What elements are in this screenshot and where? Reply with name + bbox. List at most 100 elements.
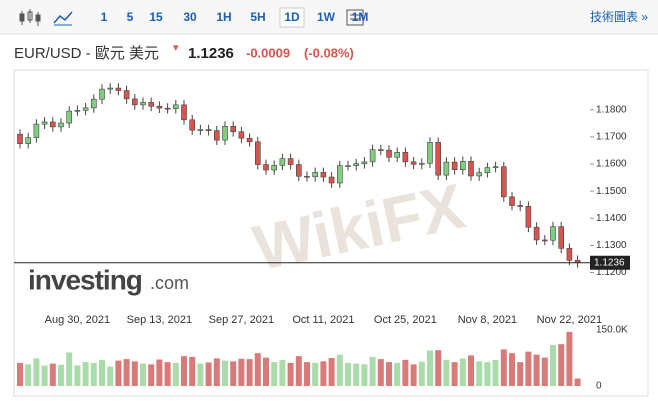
candle-body bbox=[328, 176, 335, 184]
active-interval bbox=[279, 7, 305, 28]
candle-body bbox=[255, 141, 261, 165]
candle-body bbox=[173, 104, 179, 109]
volume-bar bbox=[402, 359, 409, 386]
x-tick-label: Nov 8, 2021 bbox=[458, 314, 517, 326]
volume-bar bbox=[41, 365, 48, 386]
logo-brand: investing bbox=[28, 264, 142, 295]
candle-icon bbox=[19, 9, 41, 26]
volume-bar bbox=[451, 362, 458, 386]
candle-body bbox=[320, 172, 327, 178]
interval-button[interactable]: 1 bbox=[101, 10, 108, 24]
candle-body bbox=[369, 149, 376, 163]
volume-bar bbox=[33, 358, 40, 386]
candle-body bbox=[336, 165, 343, 184]
volume-bar bbox=[279, 359, 286, 386]
volume-bar bbox=[492, 359, 499, 386]
candle-body bbox=[238, 131, 245, 139]
volume-bar bbox=[181, 356, 187, 386]
candle-body bbox=[99, 88, 105, 100]
volume-bar bbox=[246, 359, 253, 386]
candle-body bbox=[181, 104, 187, 121]
volume-bar bbox=[304, 362, 310, 386]
candle-body bbox=[25, 137, 32, 144]
candle-body bbox=[156, 105, 163, 109]
candle-body bbox=[49, 121, 56, 128]
volume-bar bbox=[49, 363, 56, 386]
volume-bar bbox=[500, 349, 507, 386]
volume-bar bbox=[107, 366, 114, 386]
candle-body bbox=[345, 165, 351, 167]
volume-bar bbox=[271, 362, 278, 386]
candle-body bbox=[558, 226, 565, 249]
change: -0.0009 bbox=[246, 45, 290, 60]
candle-body bbox=[550, 226, 556, 241]
volume-bar bbox=[115, 360, 122, 386]
candle-body bbox=[41, 121, 48, 125]
line-icon[interactable] bbox=[53, 11, 73, 24]
candle-body bbox=[476, 172, 483, 177]
candle-body bbox=[353, 163, 360, 166]
y-tick-label: 1.1500 bbox=[596, 186, 627, 197]
logo-domain: .com bbox=[150, 273, 189, 293]
interval-button[interactable]: 5 bbox=[127, 10, 134, 24]
volume-bar bbox=[287, 362, 294, 386]
volume-tick-label: 0 bbox=[596, 381, 602, 392]
candle-body bbox=[361, 161, 368, 165]
watermark: WikiFX bbox=[247, 170, 470, 285]
volume-bar bbox=[427, 350, 433, 386]
full-chart-link[interactable]: 技術圖表 » bbox=[590, 10, 648, 24]
volume-bar bbox=[164, 362, 171, 386]
interval-button[interactable]: 1M bbox=[352, 10, 369, 24]
volume-bar bbox=[295, 356, 302, 386]
volume-bar bbox=[574, 378, 581, 386]
interval-button[interactable]: 30 bbox=[183, 10, 197, 24]
candle-body bbox=[271, 165, 278, 171]
volume-bar bbox=[369, 356, 376, 386]
last-price: 1.1236 bbox=[188, 45, 234, 62]
y-tick-label: 1.1300 bbox=[596, 240, 627, 251]
candle-body bbox=[279, 158, 286, 166]
x-tick-label: Sep 13, 2021 bbox=[127, 314, 192, 326]
interval-button[interactable]: 1D bbox=[284, 10, 300, 24]
volume-bar bbox=[550, 344, 556, 386]
candle-body bbox=[287, 158, 294, 165]
settings-icon[interactable] bbox=[346, 9, 364, 26]
volume-bar bbox=[394, 362, 401, 386]
volume-bar bbox=[312, 362, 319, 386]
volume-bar bbox=[328, 358, 335, 386]
candle-body bbox=[107, 87, 113, 90]
x-tick-label: Oct 11, 2021 bbox=[292, 314, 354, 326]
candle-body bbox=[246, 137, 253, 143]
interval-button[interactable]: 5H bbox=[250, 10, 265, 24]
volume-bar bbox=[336, 354, 343, 386]
volume-bar bbox=[148, 364, 155, 386]
volume-bar bbox=[525, 351, 532, 386]
interval-button[interactable]: 1W bbox=[317, 10, 336, 24]
volume-bar bbox=[541, 357, 548, 386]
interval-button[interactable]: 15 bbox=[149, 10, 163, 24]
volume-bar bbox=[66, 352, 73, 386]
candle-body bbox=[443, 161, 450, 176]
volume-tick-label: 150.0K bbox=[596, 325, 628, 336]
volume-bar bbox=[418, 361, 425, 386]
volume-bar bbox=[443, 359, 450, 386]
y-tick-label: 1.1400 bbox=[596, 213, 627, 224]
candle-body bbox=[222, 126, 228, 141]
volume-bar bbox=[476, 361, 483, 386]
candle-body bbox=[500, 166, 507, 198]
candle-body bbox=[132, 98, 138, 106]
last-price-label: 1.1236 bbox=[594, 257, 625, 268]
candle-body bbox=[517, 205, 524, 207]
y-tick-label: 1.1200 bbox=[596, 267, 627, 278]
volume-bar bbox=[566, 331, 573, 386]
x-tick-label: Oct 25, 2021 bbox=[374, 314, 437, 326]
volume-bar bbox=[254, 353, 261, 386]
volume-bar bbox=[353, 363, 360, 386]
candle-body bbox=[123, 90, 130, 100]
candle-body bbox=[74, 110, 81, 112]
candle-body bbox=[205, 129, 212, 131]
volume-bar bbox=[377, 359, 384, 386]
volume-bar bbox=[509, 353, 515, 386]
interval-button[interactable]: 1H bbox=[216, 10, 231, 24]
